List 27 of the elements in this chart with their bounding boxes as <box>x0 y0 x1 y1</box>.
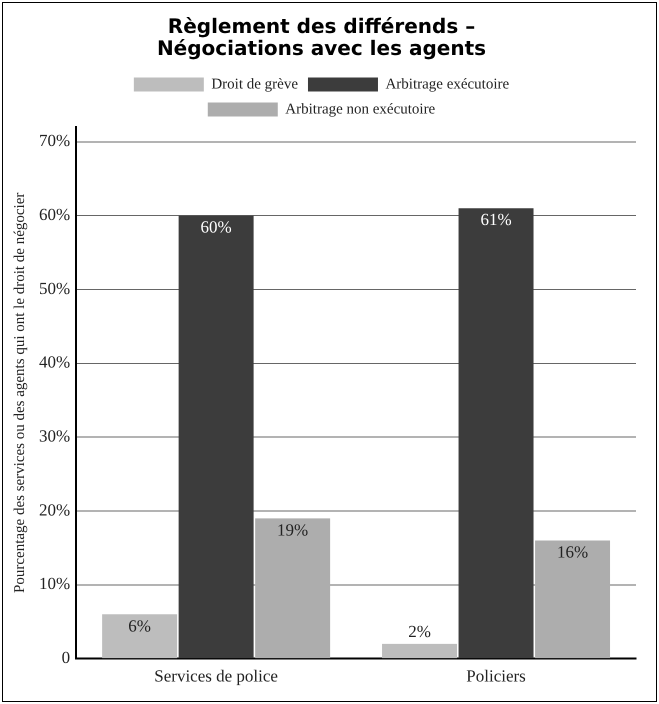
y-tick-label: 0 <box>62 648 70 668</box>
bar <box>382 644 458 658</box>
bar <box>178 216 254 658</box>
y-tick-label: 30% <box>38 426 70 446</box>
data-label: 6% <box>128 616 151 636</box>
x-tick-label: Policiers <box>466 666 526 686</box>
y-tick-label: 50% <box>38 278 70 298</box>
legend-label: Arbitrage non exécutoire <box>285 101 436 118</box>
data-label: 2% <box>408 622 431 641</box>
y-tick-label: 60% <box>38 205 70 224</box>
legend-label: Droit de grève <box>211 76 298 92</box>
bar <box>255 518 330 658</box>
y-tick-label: 70% <box>38 131 70 150</box>
y-tick-label: 20% <box>38 500 70 520</box>
x-tick-label: Services de police <box>154 666 278 686</box>
bar <box>535 540 610 658</box>
chart-title: Règlement des différends – Négociations avec les agents <box>156 14 486 60</box>
data-label: 16% <box>556 542 588 562</box>
y-tick-label: 40% <box>38 352 70 372</box>
bar <box>458 208 534 658</box>
data-label: 61% <box>480 210 512 230</box>
bar <box>102 614 178 658</box>
y-tick-label: 10% <box>38 574 70 594</box>
data-label: 60% <box>200 218 232 237</box>
legend-label: Arbitrage exécutoire <box>385 76 510 92</box>
data-label: 19% <box>277 520 308 540</box>
y-axis-title: Pourcentage des services ou des agents qui ont le droit de négocier <box>12 192 28 593</box>
